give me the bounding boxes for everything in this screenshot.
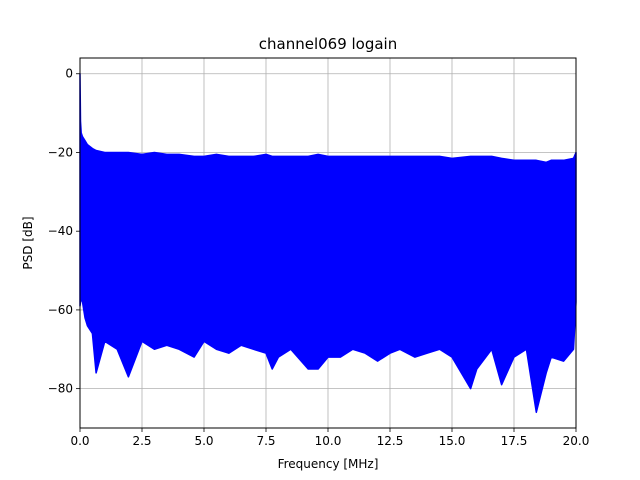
x-axis-label: Frequency [MHz]	[278, 457, 379, 471]
x-tick-label: 10.0	[315, 434, 342, 448]
x-tick-label: 12.5	[377, 434, 404, 448]
x-tick-label: 7.5	[256, 434, 275, 448]
y-tick-label: −40	[48, 224, 73, 238]
x-tick-label: 17.5	[501, 434, 528, 448]
x-tick-label: 5.0	[194, 434, 213, 448]
x-tick-label: 20.0	[563, 434, 590, 448]
y-tick-label: −60	[48, 303, 73, 317]
x-tick-label: 2.5	[132, 434, 151, 448]
chart-title: channel069 logain	[259, 35, 398, 53]
y-tick-label: −20	[48, 145, 73, 159]
y-tick-label: −80	[48, 382, 73, 396]
x-tick-label: 0.0	[70, 434, 89, 448]
x-tick-label: 15.0	[439, 434, 466, 448]
x-axis-ticks: 0.0 2.5 5.0 7.5 10.0 12.5 15.0 17.5 20.0	[70, 428, 589, 448]
y-axis-ticks: 0 −20 −40 −60 −80	[48, 67, 80, 396]
y-tick-label: 0	[65, 67, 73, 81]
y-axis-label: PSD [dB]	[21, 216, 35, 269]
